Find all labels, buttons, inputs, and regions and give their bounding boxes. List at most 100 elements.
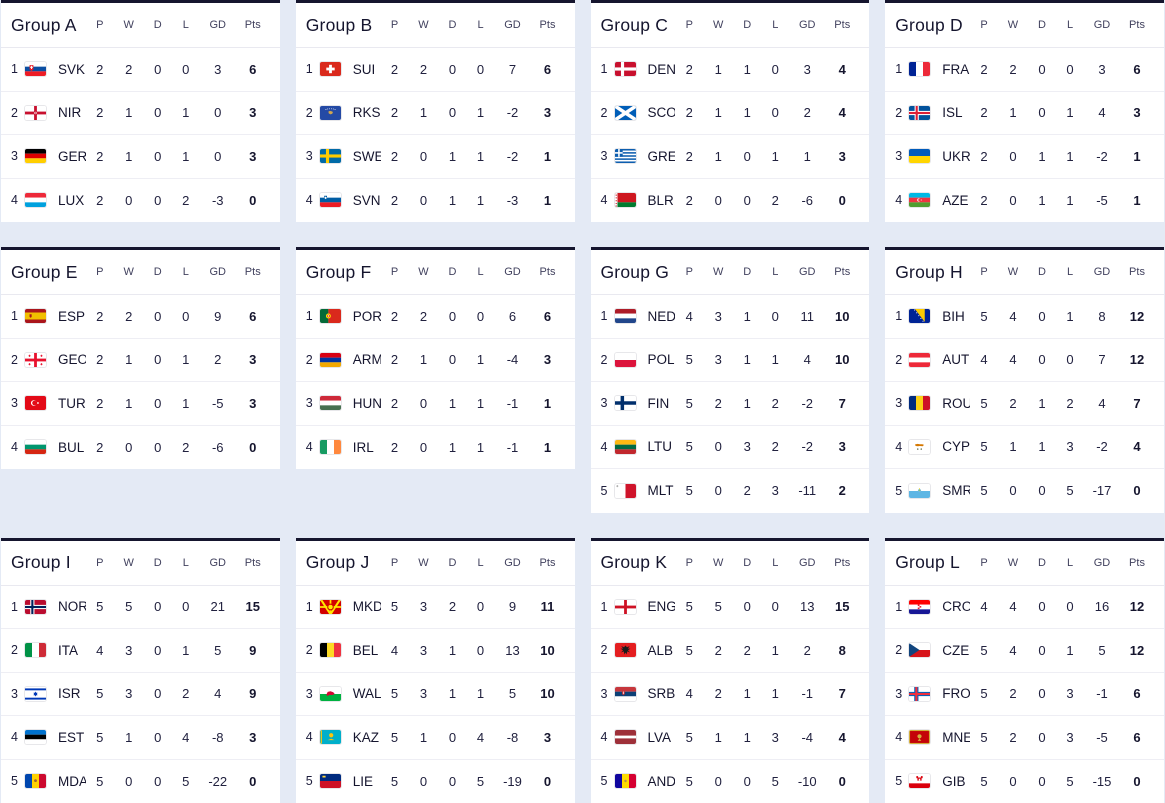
table-row[interactable]: 3 TUR 2 1 0 1 -5 3 [1, 382, 280, 426]
table-row[interactable]: 5 LIE 5 0 0 5 -19 0 [296, 760, 575, 803]
table-row[interactable]: 5 GIB 5 0 0 5 -15 0 [885, 760, 1164, 803]
stat-d: 2 [733, 643, 761, 658]
stat-pts: 0 [1120, 483, 1154, 498]
stat-gd: 4 [1084, 105, 1120, 120]
stat-gd: 9 [495, 599, 531, 614]
table-row[interactable]: 5 MDA 5 0 0 5 -22 0 [1, 760, 280, 803]
table-row[interactable]: 3 FRO 5 2 0 3 -1 6 [885, 673, 1164, 717]
table-row[interactable]: 2 AUT 4 4 0 0 7 12 [885, 339, 1164, 383]
column-header: W [114, 266, 144, 278]
rank: 5 [601, 774, 615, 788]
table-row[interactable]: 3 SRB 4 2 1 1 -1 7 [591, 673, 870, 717]
table-row[interactable]: 3 ISR 5 3 0 2 4 9 [1, 673, 280, 717]
table-row[interactable]: 4 LVA 5 1 1 3 -4 4 [591, 716, 870, 760]
table-row[interactable]: 3 ROU 5 2 1 2 4 7 [885, 382, 1164, 426]
stat-w: 1 [998, 105, 1028, 120]
table-row[interactable]: 4 MNE 5 2 0 3 -5 6 [885, 716, 1164, 760]
column-header: W [409, 557, 439, 569]
table-row[interactable]: 2 ITA 4 3 0 1 5 9 [1, 629, 280, 673]
table-row[interactable]: 1 CRO 4 4 0 0 16 12 [885, 586, 1164, 630]
table-row[interactable]: 4 EST 5 1 0 4 -8 3 [1, 716, 280, 760]
stat-w: 3 [114, 686, 144, 701]
table-row[interactable]: 3 FIN 5 2 1 2 -2 7 [591, 382, 870, 426]
table-row[interactable]: 3 HUN 2 0 1 1 -1 1 [296, 382, 575, 426]
table-row[interactable]: 2 POL 5 3 1 1 4 10 [591, 339, 870, 383]
table-row[interactable]: 1 ENG 5 5 0 0 13 15 [591, 586, 870, 630]
stat-d: 0 [733, 149, 761, 164]
table-row[interactable]: 2 ALB 5 2 2 1 2 8 [591, 629, 870, 673]
table-row[interactable]: 4 BUL 2 0 0 2 -6 0 [1, 426, 280, 470]
group-header: Group D P W D L GD Pts [885, 3, 1164, 48]
flag-icon-ger [25, 149, 46, 163]
stat-w: 4 [998, 352, 1028, 367]
rank: 5 [11, 774, 25, 788]
table-row[interactable]: 2 ISL 2 1 0 1 4 3 [885, 92, 1164, 136]
table-row[interactable]: 4 LTU 5 0 3 2 -2 3 [591, 426, 870, 470]
table-row[interactable]: 2 SCO 2 1 1 0 2 4 [591, 92, 870, 136]
column-header: GD [495, 557, 531, 569]
group-header: Group I P W D L GD Pts [1, 541, 280, 586]
rank: 5 [895, 774, 909, 788]
stat-l: 3 [1056, 730, 1084, 745]
stat-w: 5 [114, 599, 144, 614]
table-row[interactable]: 1 BIH 5 4 0 1 8 12 [885, 295, 1164, 339]
stat-pts: 3 [236, 352, 270, 367]
table-row[interactable]: 3 UKR 2 0 1 1 -2 1 [885, 135, 1164, 179]
table-row[interactable]: 4 LUX 2 0 0 2 -3 0 [1, 179, 280, 223]
table-row[interactable]: 2 RKS 2 1 0 1 -2 3 [296, 92, 575, 136]
stat-pts: 7 [825, 396, 859, 411]
table-row[interactable]: 3 GER 2 1 0 1 0 3 [1, 135, 280, 179]
table-row[interactable]: 3 GRE 2 1 0 1 1 3 [591, 135, 870, 179]
stat-gd: 13 [495, 643, 531, 658]
group-header: Group B P W D L GD Pts [296, 3, 575, 48]
group-header: Group L P W D L GD Pts [885, 541, 1164, 586]
table-row[interactable]: 5 AND 5 0 0 5 -10 0 [591, 760, 870, 803]
stat-p: 2 [86, 309, 114, 324]
column-header: Pts [1120, 266, 1154, 278]
flag-icon-rks [320, 106, 341, 120]
stat-gd: -5 [200, 396, 236, 411]
rank: 1 [306, 62, 320, 76]
table-row[interactable]: 4 KAZ 5 1 0 4 -8 3 [296, 716, 575, 760]
stat-d: 0 [439, 105, 467, 120]
column-header: D [439, 19, 467, 31]
stat-pts: 10 [825, 352, 859, 367]
table-row[interactable]: 2 BEL 4 3 1 0 13 10 [296, 629, 575, 673]
table-row[interactable]: 1 FRA 2 2 0 0 3 6 [885, 48, 1164, 92]
table-row[interactable]: 5 SMR 5 0 0 5 -17 0 [885, 469, 1164, 513]
stat-pts: 2 [825, 483, 859, 498]
group-header: Group K P W D L GD Pts [591, 541, 870, 586]
table-row[interactable]: 2 ARM 2 1 0 1 -4 3 [296, 339, 575, 383]
table-row[interactable]: 2 CZE 5 4 0 1 5 12 [885, 629, 1164, 673]
team-code: AUT [936, 352, 970, 367]
table-row[interactable]: 1 DEN 2 1 1 0 3 4 [591, 48, 870, 92]
table-row[interactable]: 3 SWE 2 0 1 1 -2 1 [296, 135, 575, 179]
stat-pts: 3 [236, 730, 270, 745]
table-row[interactable]: 1 SVK 2 2 0 0 3 6 [1, 48, 280, 92]
table-row[interactable]: 3 WAL 5 3 1 1 5 10 [296, 673, 575, 717]
table-row[interactable]: 4 SVN 2 0 1 1 -3 1 [296, 179, 575, 223]
table-row[interactable]: 2 GEO 2 1 0 1 2 3 [1, 339, 280, 383]
column-header: L [761, 557, 789, 569]
stat-w: 1 [703, 730, 733, 745]
table-row[interactable]: 4 AZE 2 0 1 1 -5 1 [885, 179, 1164, 223]
table-row[interactable]: 1 ESP 2 2 0 0 9 6 [1, 295, 280, 339]
table-row[interactable]: 1 NOR 5 5 0 0 21 15 [1, 586, 280, 630]
team-code: LVA [642, 730, 676, 745]
rank: 5 [895, 484, 909, 498]
table-row[interactable]: 5 MLT 5 0 2 3 -11 2 [591, 469, 870, 513]
rank: 2 [895, 643, 909, 657]
table-row[interactable]: 4 IRL 2 0 1 1 -1 1 [296, 426, 575, 470]
stat-pts: 3 [236, 396, 270, 411]
table-row[interactable]: 1 MKD 5 3 2 0 9 11 [296, 586, 575, 630]
flag-icon-ita [25, 643, 46, 657]
table-row[interactable]: 2 NIR 2 1 0 1 0 3 [1, 92, 280, 136]
column-header: P [86, 557, 114, 569]
table-row[interactable]: 1 NED 4 3 1 0 11 10 [591, 295, 870, 339]
table-row[interactable]: 1 POR 2 2 0 0 6 6 [296, 295, 575, 339]
table-row[interactable]: 4 BLR 2 0 0 2 -6 0 [591, 179, 870, 223]
team-code: MDA [52, 774, 86, 789]
table-row[interactable]: 4 CYP 5 1 1 3 -2 4 [885, 426, 1164, 470]
table-row[interactable]: 1 SUI 2 2 0 0 7 6 [296, 48, 575, 92]
rank: 3 [895, 396, 909, 410]
